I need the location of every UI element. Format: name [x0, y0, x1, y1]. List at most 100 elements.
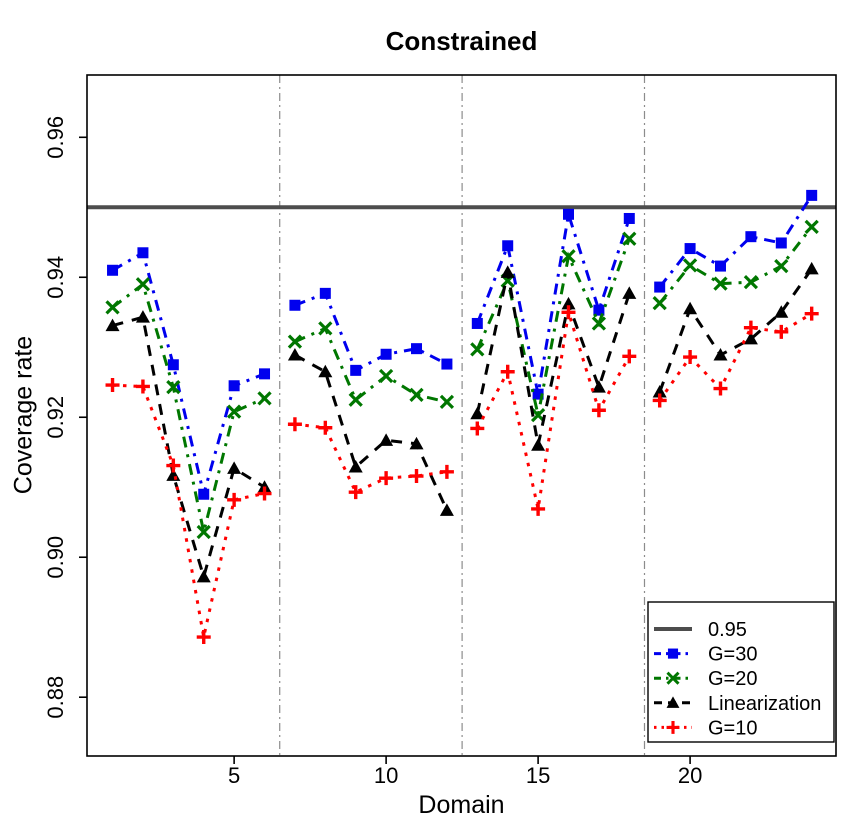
marker-x [166, 380, 181, 395]
marker-triangle [683, 301, 698, 315]
x-axis-label: Domain [418, 791, 505, 819]
marker-triangle [774, 305, 789, 318]
marker-triangle [257, 480, 272, 493]
marker-x [409, 387, 424, 402]
marker-triangle [531, 438, 546, 451]
marker-square [319, 287, 331, 299]
marker-triangle [318, 364, 333, 378]
marker-triangle [439, 503, 454, 516]
marker-x [378, 368, 394, 384]
marker-triangle [561, 296, 576, 310]
marker-plus [774, 324, 789, 339]
marker-plus [561, 305, 576, 320]
series-line [658, 268, 813, 393]
marker-plus [713, 381, 728, 396]
marker-triangle [227, 461, 242, 474]
marker-x [530, 408, 546, 423]
marker-triangle [409, 436, 424, 450]
marker-square [775, 237, 787, 249]
series-line [294, 291, 448, 373]
marker-square [654, 281, 666, 293]
marker-triangle [804, 261, 819, 275]
marker-x [135, 277, 151, 292]
marker-triangle [666, 696, 680, 708]
marker-triangle [379, 433, 394, 446]
marker-triangle [287, 347, 302, 361]
series-line [475, 272, 631, 446]
legend-item-g-20: G=20 [654, 668, 757, 690]
marker-plus [409, 469, 424, 484]
series-linearization [105, 261, 819, 583]
marker-square [532, 388, 544, 400]
marker-plus [743, 320, 758, 335]
marker-square [350, 364, 362, 376]
legend-label: G=30 [708, 644, 757, 666]
series-line [658, 225, 813, 305]
marker-triangle [105, 318, 120, 332]
legend-label: G=10 [708, 717, 757, 739]
legend-item-g-30: G=30 [654, 644, 757, 666]
marker-square [667, 648, 679, 659]
marker-square [411, 343, 423, 355]
y-tick-label: 0.88 [43, 676, 68, 719]
marker-square [441, 358, 453, 370]
marker-square [563, 208, 574, 220]
marker-square [714, 260, 726, 272]
marker-square [623, 212, 635, 224]
x-tick-label: 5 [228, 763, 240, 788]
marker-plus [318, 420, 333, 435]
series-line [111, 281, 266, 533]
marker-square [107, 264, 119, 276]
marker-square [471, 317, 483, 329]
marker-plus [166, 458, 181, 473]
marker-triangle [652, 385, 667, 398]
marker-x [318, 321, 333, 336]
marker-x [652, 296, 667, 311]
marker-plus [287, 417, 302, 432]
marker-plus [500, 364, 515, 379]
marker-x [348, 392, 363, 407]
marker-square [380, 348, 392, 360]
marker-square [593, 304, 605, 316]
y-tick-label: 0.92 [43, 396, 68, 439]
y-tick-label: 0.90 [43, 536, 68, 579]
marker-x [196, 524, 211, 540]
marker-plus [135, 379, 150, 394]
series-line [658, 312, 813, 402]
legend-box [647, 601, 835, 743]
marker-triangle [622, 286, 637, 299]
marker-plus [531, 501, 546, 516]
plot-border [86, 74, 837, 757]
marker-x [666, 671, 680, 685]
marker-square [167, 359, 179, 371]
marker-plus [652, 393, 667, 408]
legend-item-g-10: G=10 [654, 717, 757, 739]
marker-x [682, 258, 698, 273]
marker-triangle [591, 380, 606, 393]
marker-plus [439, 464, 454, 479]
marker-triangle [713, 347, 728, 361]
marker-square [745, 231, 757, 243]
marker-plus [666, 720, 680, 734]
legend-label: 0.95 [708, 619, 747, 641]
marker-triangle [500, 265, 515, 278]
marker-triangle [470, 406, 485, 420]
marker-x [591, 316, 607, 331]
series-line [112, 383, 265, 638]
marker-plus [379, 471, 394, 486]
marker-plus [622, 349, 637, 364]
marker-x [713, 276, 728, 291]
marker-triangle [135, 310, 150, 323]
legend-label: Linearization [708, 693, 821, 715]
series-line [112, 315, 266, 583]
marker-triangle [196, 569, 211, 583]
marker-square [137, 247, 149, 259]
marker-triangle [348, 459, 363, 473]
marker-x [743, 275, 759, 290]
marker-plus [591, 403, 606, 418]
marker-plus [804, 306, 819, 321]
marker-plus [683, 350, 698, 365]
series-line [294, 326, 448, 404]
legend-item-0-95: 0.95 [654, 619, 747, 641]
x-tick-label: 15 [526, 763, 550, 788]
